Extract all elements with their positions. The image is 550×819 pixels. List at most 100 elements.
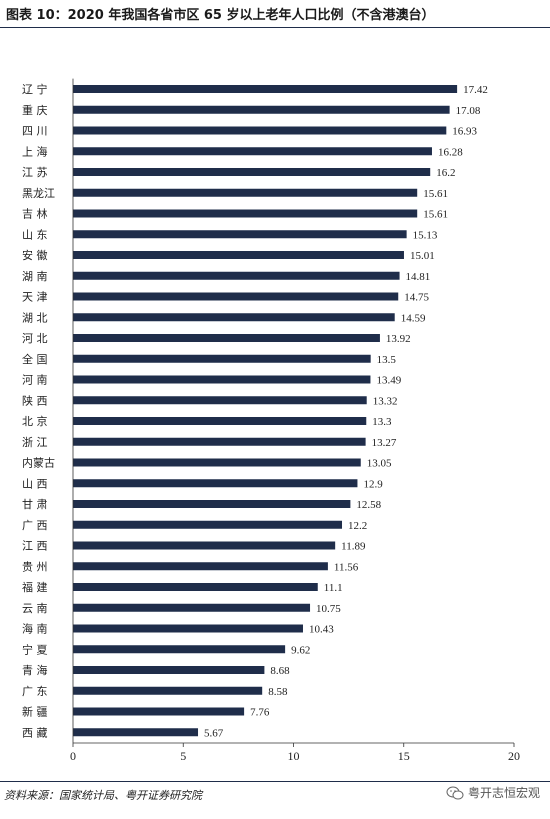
- bar: [73, 562, 328, 571]
- value-labels-layer: 17.42 17.08 16.93 16.28 16.2 15.61 15.61 15.13 1…: [204, 84, 488, 739]
- bar: [73, 147, 432, 156]
- bar: [73, 479, 358, 488]
- bar: [73, 105, 450, 114]
- category-label: 河 北: [22, 332, 48, 345]
- value-label: 15.01: [410, 250, 435, 262]
- bar: [73, 354, 371, 363]
- watermark: 粤开志恒宏观: [446, 784, 540, 801]
- value-label: 12.2: [348, 520, 367, 532]
- category-label: 青 海: [22, 663, 48, 677]
- value-label: 16.28: [438, 146, 463, 158]
- category-label: 辽 宁: [22, 82, 48, 96]
- category-label: 江 西: [22, 540, 48, 553]
- category-label: 北 京: [22, 414, 48, 428]
- bars-layer: [73, 85, 458, 737]
- category-label: 陕 西: [22, 393, 48, 407]
- source-divider: [0, 781, 550, 782]
- bar: [73, 437, 366, 446]
- value-label: 16.93: [452, 126, 477, 138]
- x-tick-label: 0: [70, 749, 76, 763]
- category-label: 安 徽: [22, 248, 48, 262]
- value-label: 17.42: [463, 84, 488, 96]
- source-note: 资料来源：国家统计局、粤开证券研究院: [4, 789, 202, 802]
- category-label: 贵 州: [22, 560, 48, 573]
- bar: [73, 292, 399, 301]
- x-tick-label: 10: [288, 749, 300, 763]
- value-label: 7.76: [250, 707, 270, 719]
- value-label: 16.2: [436, 167, 455, 179]
- value-label: 8.58: [268, 686, 288, 698]
- category-label: 福 建: [22, 580, 48, 594]
- value-label: 15.61: [423, 188, 448, 200]
- category-label: 上 海: [22, 144, 48, 158]
- value-label: 15.61: [423, 209, 448, 221]
- value-label: 8.68: [270, 665, 290, 677]
- bar: [73, 624, 303, 633]
- category-label: 浙 江: [22, 436, 48, 449]
- category-label: 江 苏: [22, 166, 48, 179]
- bar: [73, 583, 318, 591]
- bar: [73, 251, 404, 259]
- value-label: 13.3: [372, 416, 392, 428]
- value-label: 10.75: [316, 603, 341, 615]
- category-label: 内蒙古: [22, 456, 55, 470]
- value-label: 11.56: [334, 561, 359, 573]
- bar-chart: 17.42 17.08 16.93 16.28 16.2 15.61 15.61 15.13 1…: [22, 78, 520, 763]
- value-label: 9.62: [291, 644, 310, 656]
- category-label: 湖 南: [22, 270, 48, 283]
- bar: [73, 375, 371, 384]
- value-label: 12.58: [356, 499, 381, 511]
- value-label: 11.1: [324, 582, 343, 594]
- value-label: 17.08: [456, 105, 481, 117]
- category-label: 四 川: [22, 125, 48, 138]
- bar: [73, 334, 380, 342]
- category-label: 黑龙江: [22, 187, 55, 200]
- bar: [73, 728, 199, 737]
- bar: [73, 126, 447, 135]
- bar: [73, 603, 311, 612]
- category-label: 广 东: [22, 685, 48, 698]
- value-label: 14.75: [404, 292, 429, 304]
- category-label: 湖 北: [22, 311, 48, 324]
- category-label: 云 南: [22, 602, 48, 615]
- bar: [73, 500, 351, 508]
- bar: [73, 520, 343, 529]
- watermark-text: 粤开志恒宏观: [467, 786, 540, 800]
- bar: [73, 707, 245, 716]
- x-tick-label: 15: [398, 749, 410, 763]
- x-tick-label: 5: [180, 749, 186, 763]
- x-axis: 0 5 10 15 20: [70, 78, 520, 763]
- value-label: 13.27: [372, 437, 397, 449]
- category-label: 海 南: [22, 622, 48, 636]
- category-label: 重 庆: [22, 103, 48, 117]
- value-label: 12.9: [363, 478, 383, 490]
- value-label: 14.81: [406, 271, 431, 283]
- title-divider: [0, 27, 550, 28]
- category-label: 新 疆: [22, 705, 48, 719]
- category-label: 甘 肃: [22, 498, 48, 511]
- category-label: 天 津: [22, 291, 48, 304]
- value-label: 13.32: [373, 395, 398, 407]
- category-label: 山 西: [22, 477, 48, 490]
- bar: [73, 85, 458, 93]
- wechat-icon: [446, 786, 464, 799]
- value-label: 13.5: [377, 354, 397, 366]
- value-label: 5.67: [204, 727, 224, 739]
- category-label: 广 西: [22, 519, 48, 532]
- bar: [73, 645, 286, 654]
- bar: [73, 396, 367, 405]
- category-label: 全 国: [22, 352, 48, 366]
- value-label: 11.89: [341, 541, 366, 553]
- category-label: 吉 林: [22, 207, 48, 221]
- value-label: 10.43: [309, 624, 334, 636]
- bar: [73, 417, 367, 425]
- bar: [73, 686, 263, 695]
- bar: [73, 541, 336, 550]
- category-label: 山 东: [22, 228, 48, 241]
- category-label: 宁 夏: [22, 642, 48, 656]
- value-label: 13.49: [376, 375, 401, 387]
- bar: [73, 666, 265, 674]
- bar: [73, 209, 418, 218]
- figure-title: 图表 10：2020 年我国各省市区 65 岁以上老年人口比例（不含港澳台）: [6, 8, 435, 23]
